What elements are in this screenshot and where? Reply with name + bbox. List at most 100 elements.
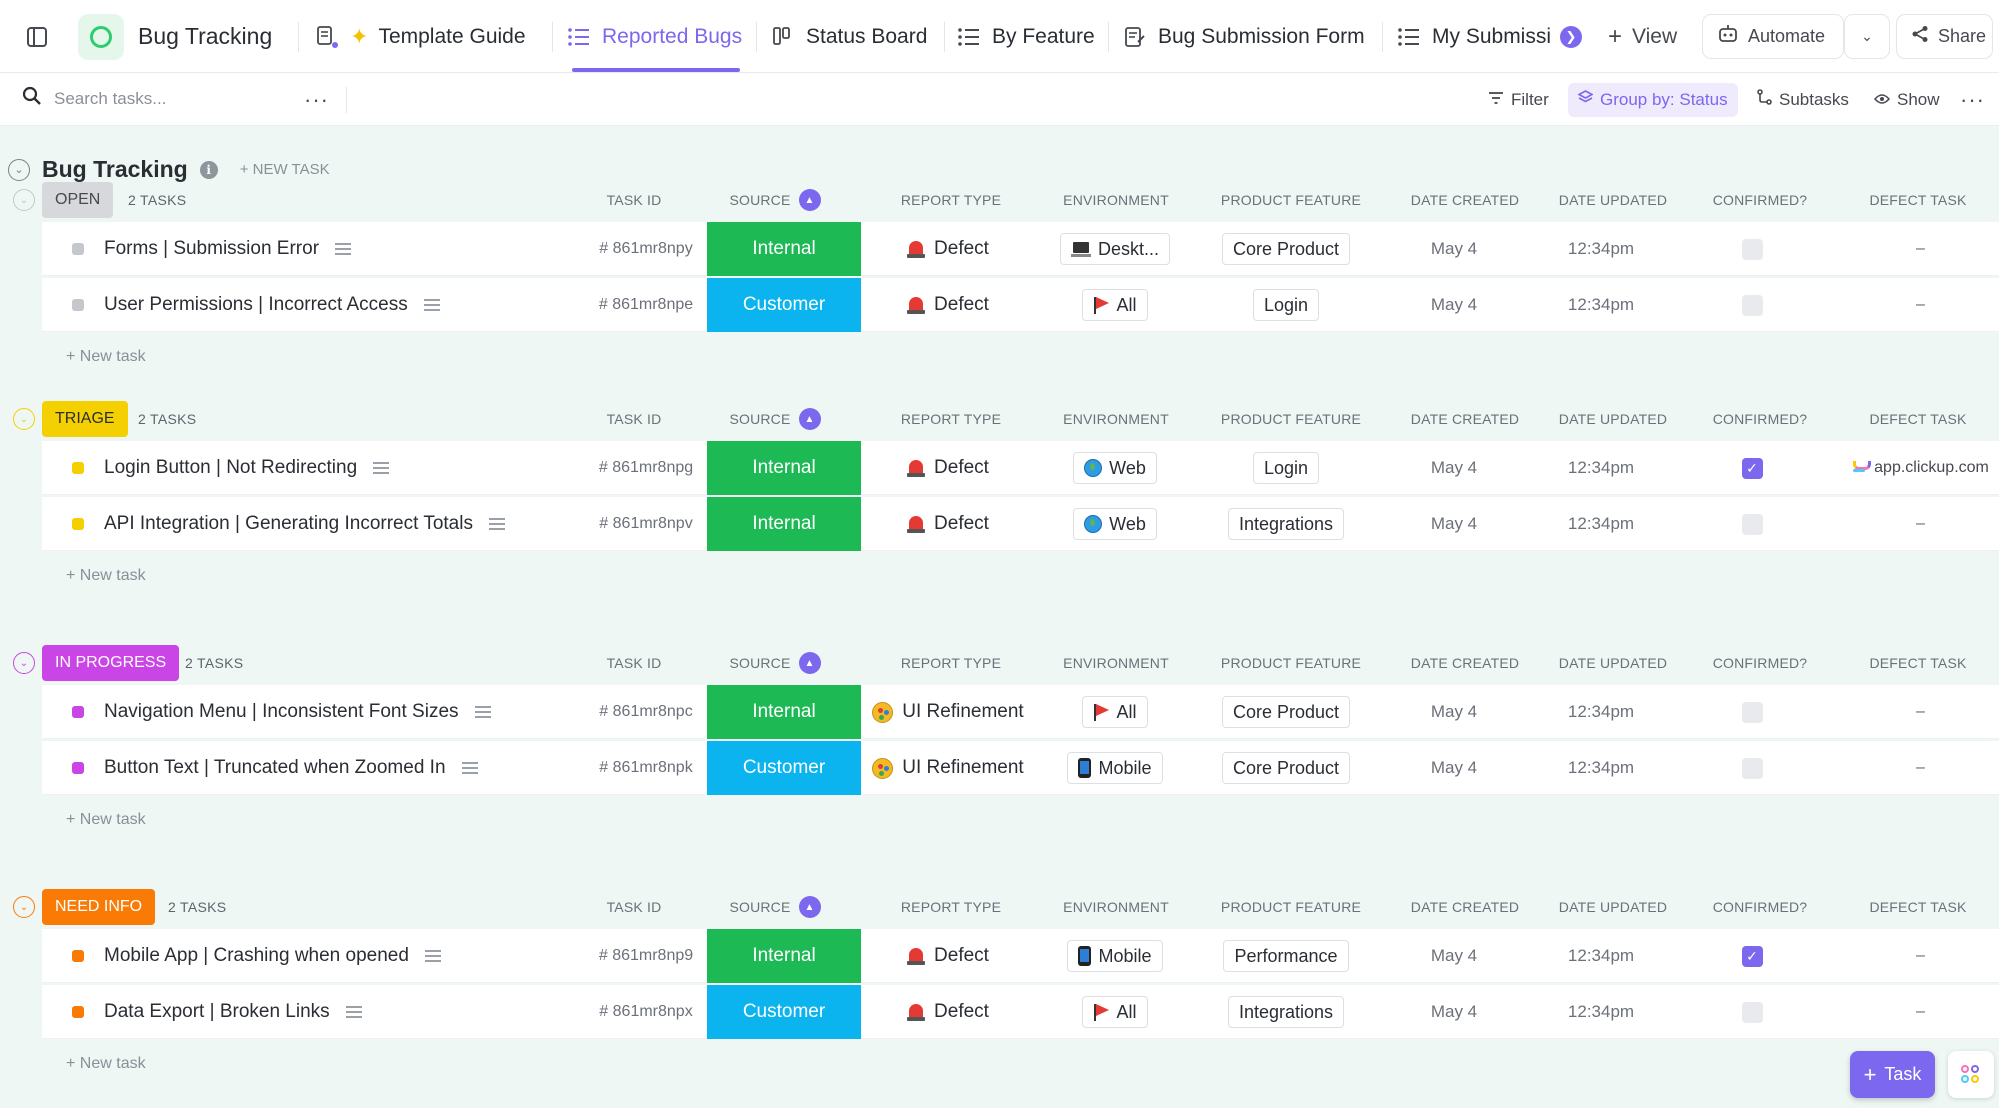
filter-button[interactable]: Filter bbox=[1488, 73, 1549, 126]
confirmed-checkbox[interactable] bbox=[1741, 513, 1763, 535]
confirmed-cell[interactable] bbox=[1703, 985, 1801, 1039]
confirmed-cell[interactable] bbox=[1703, 278, 1801, 332]
date-created-cell[interactable]: May 4 bbox=[1430, 1002, 1478, 1021]
date-created-cell[interactable]: May 4 bbox=[1430, 295, 1478, 314]
column-header-date-created[interactable]: DATE CREATED bbox=[1398, 645, 1532, 681]
date-created-cell[interactable]: May 4 bbox=[1430, 239, 1478, 258]
tab-by-feature[interactable]: By Feature bbox=[956, 0, 1095, 73]
product-feature-cell[interactable]: Core Product bbox=[1203, 741, 1369, 795]
report-type-cell[interactable]: UI Refinement bbox=[868, 685, 1028, 739]
column-header-confirmed[interactable]: CONFIRMED? bbox=[1710, 182, 1810, 218]
column-header-date-updated[interactable]: DATE UPDATED bbox=[1548, 889, 1678, 925]
product-feature-tag[interactable]: Performance bbox=[1223, 940, 1349, 972]
column-header-date-created[interactable]: DATE CREATED bbox=[1398, 182, 1532, 218]
column-header-defect-task[interactable]: DEFECT TASK bbox=[1866, 645, 1970, 681]
report-type-cell[interactable]: Defect bbox=[868, 985, 1028, 1039]
column-header-confirmed[interactable]: CONFIRMED? bbox=[1710, 401, 1810, 437]
automate-menu-button[interactable]: ⌄ bbox=[1844, 14, 1890, 59]
column-header-date-created[interactable]: DATE CREATED bbox=[1398, 401, 1532, 437]
environment-tag[interactable]: Mobile bbox=[1067, 752, 1163, 784]
environment-cell[interactable]: Mobile bbox=[1042, 929, 1188, 983]
column-header-date-updated[interactable]: DATE UPDATED bbox=[1548, 645, 1678, 681]
product-feature-cell[interactable]: Integrations bbox=[1203, 497, 1369, 551]
column-header-source[interactable]: SOURCE ▲ bbox=[720, 645, 830, 681]
sort-icon[interactable]: ▲ bbox=[798, 189, 821, 211]
subtasks-button[interactable]: Subtasks bbox=[1756, 73, 1849, 126]
table-row[interactable]: Login Button | Not Redirecting # 861mr8n… bbox=[42, 441, 1999, 495]
date-created-cell[interactable]: May 4 bbox=[1430, 946, 1478, 965]
defect-task-cell[interactable]: – bbox=[1842, 497, 1999, 551]
status-dot[interactable] bbox=[72, 706, 84, 718]
source-cell[interactable]: Internal bbox=[707, 497, 861, 551]
environment-cell[interactable]: All bbox=[1042, 685, 1188, 739]
environment-cell[interactable]: Web bbox=[1042, 497, 1188, 551]
task-name[interactable]: Button Text | Truncated when Zoomed In bbox=[104, 741, 478, 795]
column-header-source[interactable]: SOURCE ▲ bbox=[720, 182, 830, 218]
table-row[interactable]: Mobile App | Crashing when opened # 861m… bbox=[42, 929, 1999, 983]
task-name[interactable]: Forms | Submission Error bbox=[104, 222, 352, 276]
column-header-defect-task[interactable]: DEFECT TASK bbox=[1866, 889, 1970, 925]
sort-icon[interactable]: ▲ bbox=[798, 408, 821, 430]
date-updated-cell[interactable]: 12:34pm bbox=[1567, 758, 1635, 777]
tab-template-guide[interactable]: ✦ Template Guide bbox=[314, 0, 526, 73]
column-header-report-type[interactable]: REPORT TYPE bbox=[876, 889, 1026, 925]
product-feature-cell[interactable]: Login bbox=[1203, 441, 1369, 495]
date-updated-cell[interactable]: 12:34pm bbox=[1567, 514, 1635, 533]
status-badge[interactable]: IN PROGRESS bbox=[42, 645, 180, 681]
column-header-date-updated[interactable]: DATE UPDATED bbox=[1548, 401, 1678, 437]
table-row[interactable]: API Integration | Generating Incorrect T… bbox=[42, 497, 1999, 551]
task-name[interactable]: Data Export | Broken Links bbox=[104, 985, 362, 1039]
sort-icon[interactable]: ▲ bbox=[798, 896, 821, 918]
defect-task-cell[interactable]: – bbox=[1842, 222, 1999, 276]
tab-bug-submission-form[interactable]: Bug Submission Form bbox=[1122, 0, 1365, 73]
share-button[interactable]: Share bbox=[1896, 14, 1993, 59]
confirmed-checkbox[interactable]: ✓ bbox=[1741, 945, 1763, 967]
source-cell[interactable]: Customer bbox=[707, 985, 861, 1039]
add-task-button[interactable]: + Task bbox=[1850, 1051, 1935, 1098]
environment-tag[interactable]: Deskt... bbox=[1059, 233, 1170, 265]
column-header-environment[interactable]: ENVIRONMENT bbox=[1046, 401, 1186, 437]
product-feature-cell[interactable]: Integrations bbox=[1203, 985, 1369, 1039]
column-header-report-type[interactable]: REPORT TYPE bbox=[876, 401, 1026, 437]
environment-tag[interactable]: Web bbox=[1073, 452, 1157, 484]
collapse-group-icon[interactable]: ⌄ bbox=[13, 652, 35, 674]
tab-status-board[interactable]: Status Board bbox=[770, 0, 927, 73]
defect-task-cell[interactable]: – bbox=[1842, 929, 1999, 983]
defect-task-cell[interactable]: – bbox=[1842, 985, 1999, 1039]
table-row[interactable]: Forms | Submission Error # 861mr8npy Int… bbox=[42, 222, 1999, 276]
environment-tag[interactable]: Web bbox=[1073, 508, 1157, 540]
date-updated-cell[interactable]: 12:34pm bbox=[1567, 458, 1635, 477]
product-feature-tag[interactable]: Core Product bbox=[1221, 752, 1351, 784]
date-updated-cell[interactable]: 12:34pm bbox=[1567, 239, 1635, 258]
report-type-cell[interactable]: Defect bbox=[868, 222, 1028, 276]
confirmed-checkbox[interactable] bbox=[1741, 294, 1763, 316]
environment-cell[interactable]: Deskt... bbox=[1042, 222, 1188, 276]
column-header-product-feature[interactable]: PRODUCT FEATURE bbox=[1216, 889, 1366, 925]
column-header-source[interactable]: SOURCE ▲ bbox=[720, 401, 830, 437]
confirmed-checkbox[interactable] bbox=[1741, 1001, 1763, 1023]
status-dot[interactable] bbox=[72, 243, 84, 255]
column-header-product-feature[interactable]: PRODUCT FEATURE bbox=[1216, 401, 1366, 437]
environment-tag[interactable]: Mobile bbox=[1067, 940, 1163, 972]
confirmed-cell[interactable] bbox=[1703, 222, 1801, 276]
report-type-cell[interactable]: UI Refinement bbox=[868, 741, 1028, 795]
new-task-button[interactable]: + NEW TASK bbox=[239, 161, 330, 178]
source-cell[interactable]: Customer bbox=[707, 741, 861, 795]
workspace-title[interactable]: Bug Tracking bbox=[138, 23, 273, 49]
environment-tag[interactable]: All bbox=[1082, 996, 1148, 1028]
confirmed-cell[interactable] bbox=[1703, 685, 1801, 739]
defect-task-link[interactable]: app.clickup.com bbox=[1874, 459, 1989, 476]
column-header-task-id[interactable]: TASK ID bbox=[584, 401, 684, 437]
product-feature-tag[interactable]: Login bbox=[1252, 452, 1320, 484]
date-created-cell[interactable]: May 4 bbox=[1430, 514, 1478, 533]
confirmed-cell[interactable] bbox=[1703, 741, 1801, 795]
confirmed-checkbox[interactable]: ✓ bbox=[1741, 457, 1763, 479]
column-header-confirmed[interactable]: CONFIRMED? bbox=[1710, 889, 1810, 925]
add-view-button[interactable]: + View bbox=[1608, 0, 1677, 73]
product-feature-tag[interactable]: Integrations bbox=[1227, 508, 1345, 540]
product-feature-tag[interactable]: Core Product bbox=[1221, 233, 1351, 265]
new-task-row-button[interactable]: + New task bbox=[66, 811, 146, 828]
source-cell[interactable]: Internal bbox=[707, 685, 861, 739]
collapse-group-icon[interactable]: ⌄ bbox=[13, 189, 35, 211]
column-header-environment[interactable]: ENVIRONMENT bbox=[1046, 182, 1186, 218]
